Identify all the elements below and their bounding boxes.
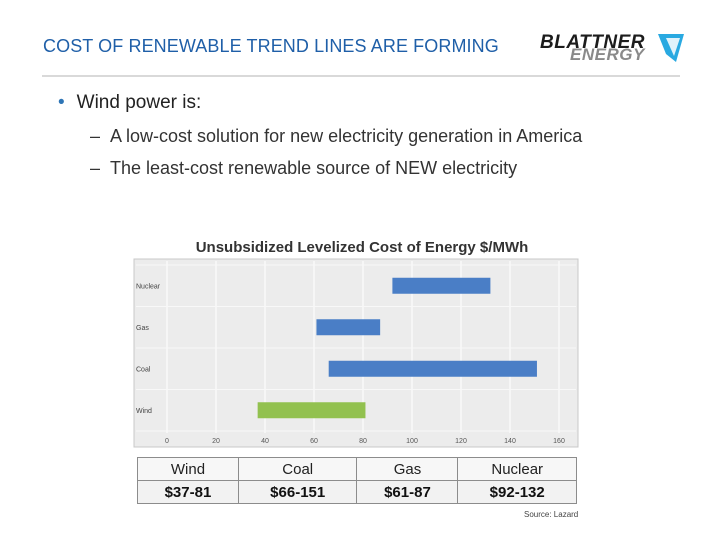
range-bar-coal [328, 360, 537, 377]
dash-icon: – [90, 158, 101, 178]
x-tick-label: 60 [310, 438, 318, 445]
company-logo: BLATTNER ENERGY [540, 32, 688, 64]
bullet-dot-icon: • [58, 92, 65, 113]
source-note: Source: Lazard [524, 510, 579, 519]
cell-gas: $61-87 [356, 480, 459, 504]
sub-bullet-1: – A low-cost solution for new electricity… [90, 126, 582, 147]
cell-nuclear: $92-132 [457, 480, 577, 504]
x-tick-label: 100 [406, 438, 418, 445]
lcoe-chart-svg: Unsubsidized Levelized Cost of Energy $/… [133, 239, 579, 448]
range-bar-gas [316, 319, 381, 336]
category-label-coal: Coal [136, 366, 151, 373]
category-label-wind: Wind [136, 408, 152, 415]
x-tick-label: 160 [553, 438, 565, 445]
range-bar-nuclear [392, 277, 491, 294]
logo-text-bottom: ENERGY [570, 45, 645, 64]
x-tick-label: 80 [359, 438, 367, 445]
logo-text-top: BLATTNER [540, 32, 645, 53]
header-gas: Gas [356, 457, 459, 481]
header-nuclear: Nuclear [457, 457, 577, 481]
category-label-nuclear: Nuclear [136, 283, 161, 290]
sub-bullet-text: The least-cost renewable source of NEW e… [110, 158, 518, 178]
sub-bullet-text: A low-cost solution for new electricity … [110, 126, 583, 146]
plot-area [133, 258, 579, 448]
category-label-gas: Gas [136, 325, 149, 332]
x-tick-label: 40 [261, 438, 269, 445]
range-bar-wind [257, 402, 366, 419]
sub-bullet-2: – The least-cost renewable source of NEW … [90, 158, 517, 179]
x-tick-label: 120 [455, 438, 467, 445]
lcoe-chart: Unsubsidized Levelized Cost of Energy $/… [132, 228, 582, 448]
dash-icon: – [90, 126, 101, 146]
header-coal: Coal [237, 457, 358, 481]
cost-table: Wind Coal Gas Nuclear $37-81 $66-151 $61… [137, 457, 577, 504]
cell-wind: $37-81 [137, 480, 239, 504]
x-tick-label: 140 [504, 438, 516, 445]
header-wind: Wind [137, 457, 239, 481]
table-row: $37-81 $66-151 $61-87 $92-132 [137, 480, 577, 504]
bullet-wind-power: • Wind power is: [58, 92, 201, 114]
title-divider [42, 75, 680, 77]
bullet-text: Wind power is: [76, 92, 202, 113]
table-header-row: Wind Coal Gas Nuclear [137, 457, 577, 481]
chart-title: Unsubsidized Levelized Cost of Energy $/… [196, 239, 529, 256]
logo-starburst-icon [658, 34, 684, 62]
x-tick-label: 20 [212, 438, 220, 445]
x-tick-label: 0 [165, 438, 169, 445]
slide-title: COST OF RENEWABLE TREND LINES ARE FORMIN… [43, 36, 499, 56]
cell-coal: $66-151 [237, 480, 358, 504]
